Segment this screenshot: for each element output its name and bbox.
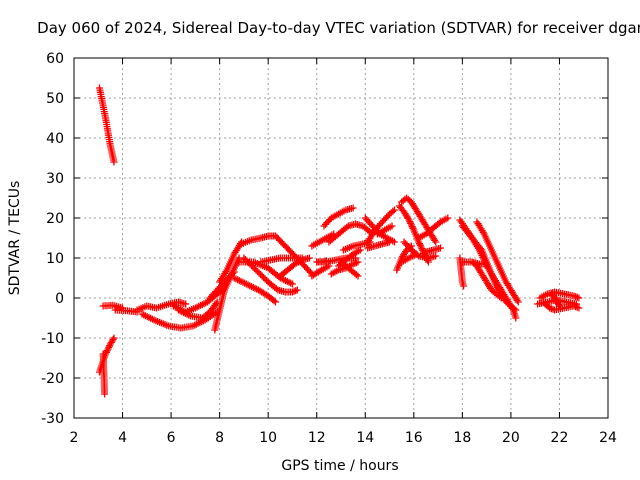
data-point [261, 275, 269, 283]
data-point [570, 292, 578, 300]
data-point [412, 250, 420, 258]
data-point [372, 224, 380, 232]
x-tick-label: 20 [502, 430, 520, 446]
data-point [514, 298, 522, 306]
y-tick-label: -10 [41, 331, 64, 347]
data-point [431, 236, 439, 244]
data-point [389, 207, 397, 215]
data-point [570, 302, 578, 310]
data-point [209, 291, 217, 299]
data-point [289, 280, 296, 288]
x-axis-label: GPS time / hours [281, 458, 398, 474]
x-tick-label: 8 [215, 430, 224, 446]
data-point [305, 254, 313, 262]
y-tick-label: 60 [46, 51, 64, 67]
x-tick-label: 10 [259, 430, 277, 446]
data-point [416, 240, 423, 248]
data-point [240, 254, 248, 262]
data-point [293, 286, 301, 294]
data-point [406, 218, 414, 226]
data-point [512, 306, 520, 314]
data-point [354, 272, 362, 280]
data-point [444, 214, 452, 222]
data-point [460, 282, 468, 290]
data-point [354, 258, 362, 266]
chart-title: Day 060 of 2024, Sidereal Day-to-day VTE… [37, 19, 640, 37]
data-point [260, 274, 268, 281]
data-point [292, 287, 300, 295]
data-point [109, 336, 117, 343]
data-point [513, 296, 521, 304]
x-tick-label: 16 [405, 430, 423, 446]
grid [74, 58, 608, 418]
y-tick-label: -20 [41, 371, 64, 387]
data-point [251, 265, 258, 272]
x-tick-label: 14 [356, 430, 374, 446]
data-point [408, 223, 416, 231]
y-tick-label: 50 [46, 91, 64, 107]
data-point [252, 266, 260, 274]
data-point [349, 204, 357, 212]
data-point [388, 222, 396, 230]
data-point [573, 303, 581, 311]
data-point [418, 245, 426, 253]
x-tick-label: 6 [167, 430, 176, 446]
y-tick-label: 10 [46, 251, 64, 267]
y-axis-label: SDTVAR / TECUs [7, 181, 23, 296]
data-point [110, 334, 118, 342]
data-point [289, 288, 296, 296]
data-point [352, 259, 360, 267]
data-point [255, 269, 263, 277]
data-point [101, 390, 109, 398]
x-tick-label: 24 [599, 430, 617, 446]
x-tick-label: 2 [70, 430, 79, 446]
data-point [432, 252, 440, 260]
x-tick-label: 4 [118, 430, 127, 446]
data-point [105, 343, 113, 351]
data-point [437, 244, 444, 252]
data-point [556, 302, 563, 310]
data-point [390, 206, 398, 214]
data-point [496, 293, 504, 301]
data-point [575, 294, 583, 302]
data-point [272, 298, 279, 306]
data-point [258, 272, 266, 280]
y-axis: -30 -20 -10 0 10 20 30 40 50 60 [41, 51, 608, 427]
data-point [182, 300, 190, 308]
y-tick-label: 40 [46, 131, 64, 147]
data-point [230, 268, 238, 276]
data-point [575, 304, 583, 312]
data-point [497, 294, 505, 302]
plot-frame [73, 57, 609, 419]
data-point [555, 301, 563, 309]
data-point [110, 158, 118, 166]
data-point [573, 293, 581, 301]
data-point [366, 219, 374, 227]
x-tick-label: 12 [308, 430, 326, 446]
data-point [390, 238, 398, 246]
data-point [483, 260, 491, 268]
data-point [352, 271, 360, 279]
data-point [270, 297, 278, 305]
data-point [432, 238, 440, 246]
y-tick-label: 30 [46, 171, 64, 187]
data-point [257, 271, 265, 278]
y-tick-label: 20 [46, 211, 64, 227]
x-axis: 2 4 6 8 10 12 14 16 18 20 22 24 [70, 58, 617, 446]
data-point [229, 269, 237, 277]
data-point [512, 314, 520, 322]
data-point [254, 268, 262, 275]
data-points [96, 84, 583, 398]
y-tick-label: -30 [41, 411, 64, 427]
x-tick-label: 18 [453, 430, 471, 446]
data-point [302, 264, 310, 272]
y-tick-label: 0 [55, 291, 64, 307]
x-tick-label: 22 [551, 430, 569, 446]
